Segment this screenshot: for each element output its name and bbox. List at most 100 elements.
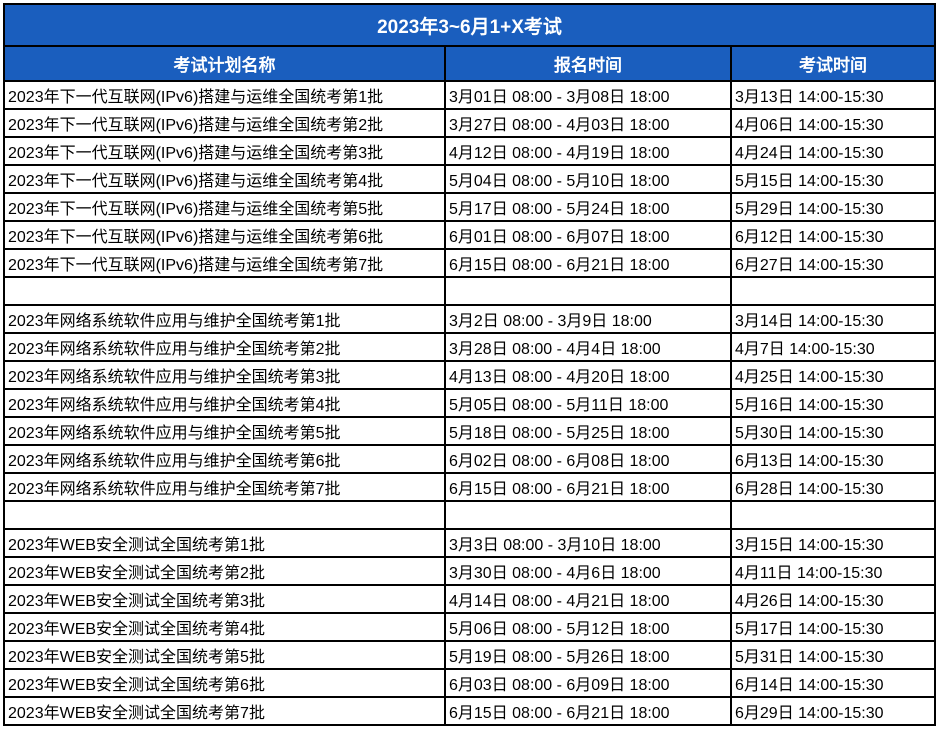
table-row: 2023年网络系统软件应用与维护全国统考第6批 6月02日 08:00 - 6月… <box>3 444 937 474</box>
cell-plan-name: 2023年WEB安全测试全国统考第2批 <box>3 556 446 586</box>
table-row: 2023年网络系统软件应用与维护全国统考第7批 6月15日 08:00 - 6月… <box>3 472 937 502</box>
table-body: 2023年下一代互联网(IPv6)搭建与运维全国统考第1批 3月01日 08:0… <box>3 80 937 726</box>
cell-plan-name: 2023年WEB安全测试全国统考第6批 <box>3 668 446 698</box>
cell-exam-time: 4月25日 14:00-15:30 <box>729 360 937 390</box>
cell-exam-time: 6月13日 14:00-15:30 <box>729 444 937 474</box>
cell-plan-name: 2023年WEB安全测试全国统考第4批 <box>3 612 446 642</box>
cell-registration-time: 6月15日 08:00 - 6月21日 18:00 <box>444 696 732 726</box>
table-row: 2023年下一代互联网(IPv6)搭建与运维全国统考第7批 6月15日 08:0… <box>3 248 937 278</box>
cell-plan-name: 2023年下一代互联网(IPv6)搭建与运维全国统考第2批 <box>3 108 446 138</box>
table-row: 2023年WEB安全测试全国统考第6批 6月03日 08:00 - 6月09日 … <box>3 668 937 698</box>
table-title: 2023年3~6月1+X考试 <box>2 3 937 47</box>
cell-registration-time: 3月28日 08:00 - 4月4日 18:00 <box>444 332 732 362</box>
table-row: 2023年网络系统软件应用与维护全国统考第3批 4月13日 08:00 - 4月… <box>3 360 937 390</box>
table-row: 2023年WEB安全测试全国统考第1批 3月3日 08:00 - 3月10日 1… <box>3 528 937 558</box>
table-row: 2023年下一代互联网(IPv6)搭建与运维全国统考第2批 3月27日 08:0… <box>3 108 937 138</box>
cell-exam-time: 5月15日 14:00-15:30 <box>729 164 937 194</box>
cell-registration-time: 6月01日 08:00 - 6月07日 18:00 <box>444 220 732 250</box>
cell-registration-time: 3月3日 08:00 - 3月10日 18:00 <box>444 528 732 558</box>
cell-registration-time: 6月15日 08:00 - 6月21日 18:00 <box>444 248 732 278</box>
cell-registration-time: 5月06日 08:00 - 5月12日 18:00 <box>444 612 732 642</box>
cell-registration-time: 5月05日 08:00 - 5月11日 18:00 <box>444 388 732 418</box>
cell-plan-name: 2023年网络系统软件应用与维护全国统考第7批 <box>3 472 446 502</box>
cell-exam-time: 4月26日 14:00-15:30 <box>729 584 937 614</box>
cell-exam-time: 5月16日 14:00-15:30 <box>729 388 937 418</box>
cell-exam-time: 6月12日 14:00-15:30 <box>729 220 937 250</box>
cell-registration-time: 6月15日 08:00 - 6月21日 18:00 <box>444 472 732 502</box>
table-row: 2023年WEB安全测试全国统考第7批 6月15日 08:00 - 6月21日 … <box>3 696 937 726</box>
table-row: 2023年网络系统软件应用与维护全国统考第2批 3月28日 08:00 - 4月… <box>3 332 937 362</box>
cell-exam-time: 5月31日 14:00-15:30 <box>729 640 937 670</box>
cell-registration-time: 6月03日 08:00 - 6月09日 18:00 <box>444 668 732 698</box>
cell-exam-time: 5月17日 14:00-15:30 <box>729 612 937 642</box>
cell-exam-time: 6月28日 14:00-15:30 <box>729 472 937 502</box>
exam-schedule-table: 2023年3~6月1+X考试 考试计划名称 报名时间 考试时间 2023年下一代… <box>2 3 937 726</box>
cell-plan-name: 2023年下一代互联网(IPv6)搭建与运维全国统考第5批 <box>3 192 446 222</box>
cell-exam-time: 4月7日 14:00-15:30 <box>729 332 937 362</box>
cell-plan-name: 2023年网络系统软件应用与维护全国统考第6批 <box>3 444 446 474</box>
cell-exam-time <box>729 500 937 530</box>
cell-registration-time: 3月30日 08:00 - 4月6日 18:00 <box>444 556 732 586</box>
cell-registration-time: 4月13日 08:00 - 4月20日 18:00 <box>444 360 732 390</box>
cell-exam-time: 5月29日 14:00-15:30 <box>729 192 937 222</box>
cell-exam-time: 4月11日 14:00-15:30 <box>729 556 937 586</box>
cell-registration-time: 4月12日 08:00 - 4月19日 18:00 <box>444 136 732 166</box>
cell-plan-name: 2023年网络系统软件应用与维护全国统考第1批 <box>3 304 446 334</box>
cell-plan-name <box>3 500 446 530</box>
cell-registration-time: 4月14日 08:00 - 4月21日 18:00 <box>444 584 732 614</box>
cell-plan-name <box>3 276 446 306</box>
table-row: 2023年WEB安全测试全国统考第2批 3月30日 08:00 - 4月6日 1… <box>3 556 937 586</box>
cell-plan-name: 2023年网络系统软件应用与维护全国统考第3批 <box>3 360 446 390</box>
cell-plan-name: 2023年下一代互联网(IPv6)搭建与运维全国统考第4批 <box>3 164 446 194</box>
cell-plan-name: 2023年下一代互联网(IPv6)搭建与运维全国统考第3批 <box>3 136 446 166</box>
cell-plan-name: 2023年网络系统软件应用与维护全国统考第5批 <box>3 416 446 446</box>
cell-plan-name: 2023年下一代互联网(IPv6)搭建与运维全国统考第7批 <box>3 248 446 278</box>
cell-registration-time <box>444 276 732 306</box>
cell-registration-time: 3月2日 08:00 - 3月9日 18:00 <box>444 304 732 334</box>
cell-exam-time: 3月15日 14:00-15:30 <box>729 528 937 558</box>
column-header-registration-time: 报名时间 <box>444 45 732 82</box>
cell-exam-time: 6月27日 14:00-15:30 <box>729 248 937 278</box>
table-row: 2023年网络系统软件应用与维护全国统考第1批 3月2日 08:00 - 3月9… <box>3 304 937 334</box>
cell-registration-time: 5月04日 08:00 - 5月10日 18:00 <box>444 164 732 194</box>
cell-registration-time: 3月27日 08:00 - 4月03日 18:00 <box>444 108 732 138</box>
table-row: 2023年下一代互联网(IPv6)搭建与运维全国统考第4批 5月04日 08:0… <box>3 164 937 194</box>
cell-registration-time: 6月02日 08:00 - 6月08日 18:00 <box>444 444 732 474</box>
cell-plan-name: 2023年下一代互联网(IPv6)搭建与运维全国统考第6批 <box>3 220 446 250</box>
cell-exam-time: 3月13日 14:00-15:30 <box>729 80 937 110</box>
table-row: 2023年网络系统软件应用与维护全国统考第4批 5月05日 08:00 - 5月… <box>3 388 937 418</box>
cell-plan-name: 2023年WEB安全测试全国统考第7批 <box>3 696 446 726</box>
table-row: 2023年下一代互联网(IPv6)搭建与运维全国统考第1批 3月01日 08:0… <box>3 80 937 110</box>
table-row: 2023年WEB安全测试全国统考第5批 5月19日 08:00 - 5月26日 … <box>3 640 937 670</box>
cell-plan-name: 2023年网络系统软件应用与维护全国统考第2批 <box>3 332 446 362</box>
cell-exam-time: 6月29日 14:00-15:30 <box>729 696 937 726</box>
cell-registration-time: 5月18日 08:00 - 5月25日 18:00 <box>444 416 732 446</box>
cell-exam-time: 4月06日 14:00-15:30 <box>729 108 937 138</box>
cell-plan-name: 2023年WEB安全测试全国统考第5批 <box>3 640 446 670</box>
table-title-row: 2023年3~6月1+X考试 <box>2 3 937 47</box>
cell-plan-name: 2023年WEB安全测试全国统考第3批 <box>3 584 446 614</box>
cell-exam-time: 4月24日 14:00-15:30 <box>729 136 937 166</box>
table-row: 2023年WEB安全测试全国统考第4批 5月06日 08:00 - 5月12日 … <box>3 612 937 642</box>
cell-registration-time <box>444 500 732 530</box>
cell-exam-time: 3月14日 14:00-15:30 <box>729 304 937 334</box>
cell-registration-time: 5月17日 08:00 - 5月24日 18:00 <box>444 192 732 222</box>
table-row: 2023年网络系统软件应用与维护全国统考第5批 5月18日 08:00 - 5月… <box>3 416 937 446</box>
cell-plan-name: 2023年下一代互联网(IPv6)搭建与运维全国统考第1批 <box>3 80 446 110</box>
table-row: 2023年WEB安全测试全国统考第3批 4月14日 08:00 - 4月21日 … <box>3 584 937 614</box>
cell-plan-name: 2023年网络系统软件应用与维护全国统考第4批 <box>3 388 446 418</box>
table-row: 2023年下一代互联网(IPv6)搭建与运维全国统考第5批 5月17日 08:0… <box>3 192 937 222</box>
table-row <box>3 276 937 306</box>
table-row: 2023年下一代互联网(IPv6)搭建与运维全国统考第6批 6月01日 08:0… <box>3 220 937 250</box>
cell-exam-time <box>729 276 937 306</box>
cell-exam-time: 6月14日 14:00-15:30 <box>729 668 937 698</box>
cell-exam-time: 5月30日 14:00-15:30 <box>729 416 937 446</box>
column-header-plan-name: 考试计划名称 <box>3 45 446 82</box>
cell-registration-time: 5月19日 08:00 - 5月26日 18:00 <box>444 640 732 670</box>
cell-registration-time: 3月01日 08:00 - 3月08日 18:00 <box>444 80 732 110</box>
table-row <box>3 500 937 530</box>
cell-plan-name: 2023年WEB安全测试全国统考第1批 <box>3 528 446 558</box>
table-row: 2023年下一代互联网(IPv6)搭建与运维全国统考第3批 4月12日 08:0… <box>3 136 937 166</box>
column-header-exam-time: 考试时间 <box>729 45 937 82</box>
